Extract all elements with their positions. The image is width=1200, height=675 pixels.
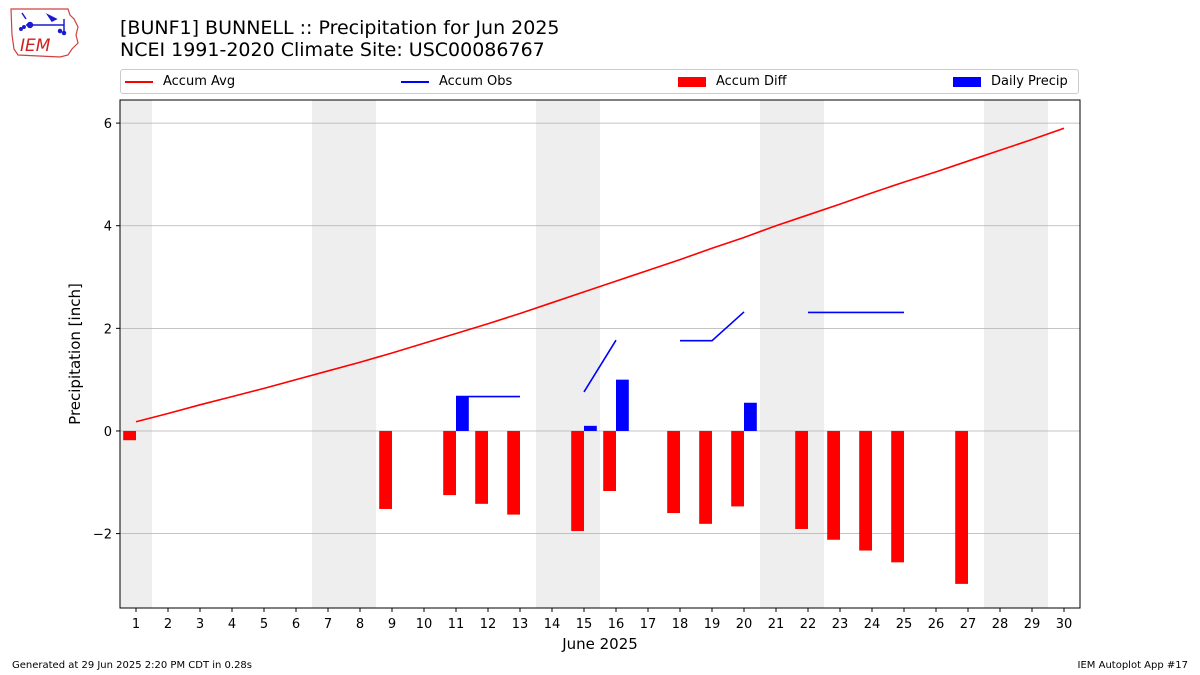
accum-diff-bar-day-19 xyxy=(699,430,712,524)
accum-diff-bar-day-18 xyxy=(667,430,680,514)
x-tick-label-27: 27 xyxy=(960,617,977,632)
y-tick-label-6: 6 xyxy=(104,117,112,132)
legend-swatch-accum-obs xyxy=(401,81,429,83)
legend-label-accum-avg: Accum Avg xyxy=(163,74,236,89)
x-tick-label-30: 30 xyxy=(1056,617,1073,632)
accum-avg-line-segment-0 xyxy=(135,127,1065,423)
weekend-band-day-8 xyxy=(344,100,376,608)
x-tick-label-22: 22 xyxy=(800,617,817,632)
accum-diff-bar-day-25 xyxy=(891,430,904,563)
x-tick-label-16: 16 xyxy=(608,617,625,632)
x-tick-label-15: 15 xyxy=(576,617,593,632)
accum-diff-bar-day-15 xyxy=(571,430,584,532)
gridlines xyxy=(120,122,1080,534)
x-tick-label-28: 28 xyxy=(992,617,1009,632)
weekend-band-day-15 xyxy=(568,100,600,608)
accum-diff-bar-day-24 xyxy=(859,430,872,551)
accum-diff-bar-day-23 xyxy=(827,430,840,540)
legend-swatch-accum-diff xyxy=(678,77,706,87)
accum-diff-bar-day-27 xyxy=(955,430,968,584)
x-tick-label-19: 19 xyxy=(704,617,721,632)
chart-legend: Accum Avg Accum Obs Accum Diff Daily Pre… xyxy=(120,69,1079,94)
lines xyxy=(135,127,1065,423)
accum-diff-bar-day-11 xyxy=(443,430,456,496)
x-tick-label-9: 9 xyxy=(388,617,396,632)
accum-diff-bar-day-20 xyxy=(731,430,744,507)
legend-swatch-accum-avg xyxy=(125,81,153,83)
plot-frame xyxy=(119,99,1081,609)
x-tick-label-3: 3 xyxy=(196,617,204,632)
x-tick-label-7: 7 xyxy=(324,617,332,632)
footer-generated: Generated at 29 Jun 2025 2:20 PM CDT in … xyxy=(12,660,253,671)
accum-diff-bar-day-1 xyxy=(123,430,136,441)
x-tick-label-21: 21 xyxy=(768,617,785,632)
x-tick-label-14: 14 xyxy=(544,617,561,632)
x-tick-label-12: 12 xyxy=(480,617,497,632)
y-tick-label-4: 4 xyxy=(104,220,112,235)
x-tick-label-20: 20 xyxy=(736,617,753,632)
x-tick-label-13: 13 xyxy=(512,617,529,632)
iem-logo-text: IEM xyxy=(20,36,51,56)
legend-swatch-daily-precip xyxy=(953,77,981,87)
x-tick-label-26: 26 xyxy=(928,617,945,632)
chart-subtitle: NCEI 1991-2020 Climate Site: USC00086767 xyxy=(120,39,545,61)
x-tick-label-29: 29 xyxy=(1024,617,1041,632)
bars xyxy=(123,379,968,584)
x-tick-label-17: 17 xyxy=(640,617,657,632)
x-axis-label: June 2025 xyxy=(561,635,638,653)
chart-title: [BUNF1] BUNNELL :: Precipitation for Jun… xyxy=(120,17,560,39)
legend-label-accum-diff: Accum Diff xyxy=(716,74,787,89)
weekend-band-day-1 xyxy=(120,100,152,608)
accum-obs-line-segment-2 xyxy=(680,311,745,342)
legend-label-daily-precip: Daily Precip xyxy=(991,74,1068,89)
footer-app: IEM Autoplot App #17 xyxy=(1077,660,1188,671)
daily-precip-bar-day-16 xyxy=(616,379,629,431)
x-tick-label-1: 1 xyxy=(132,617,140,632)
weekend-band-day-28 xyxy=(984,100,1016,608)
y-tick-label--2: −2 xyxy=(93,528,112,543)
x-tick-label-18: 18 xyxy=(672,617,689,632)
x-tick-label-23: 23 xyxy=(832,617,849,632)
x-tick-label-8: 8 xyxy=(356,617,364,632)
iem-logo: IEM xyxy=(8,5,80,59)
x-tick-label-2: 2 xyxy=(164,617,172,632)
y-tick-label-2: 2 xyxy=(104,322,112,337)
legend-label-accum-obs: Accum Obs xyxy=(439,74,513,89)
x-tick-label-6: 6 xyxy=(292,617,300,632)
x-tick-label-4: 4 xyxy=(228,617,236,632)
weekend-band-day-7 xyxy=(312,100,344,608)
weekend-band-day-21 xyxy=(760,100,792,608)
weekend-band-day-22 xyxy=(792,100,824,608)
x-tick-label-11: 11 xyxy=(448,617,465,632)
x-tick-label-25: 25 xyxy=(896,617,913,632)
x-tick-label-10: 10 xyxy=(416,617,433,632)
weekend-band-day-14 xyxy=(536,100,568,608)
x-tick-label-24: 24 xyxy=(864,617,881,632)
y-axis-label: Precipitation [inch] xyxy=(66,283,84,425)
accum-obs-line-segment-1 xyxy=(583,339,617,393)
accum-diff-bar-day-13 xyxy=(507,430,520,515)
accum-diff-bar-day-12 xyxy=(475,430,488,504)
x-tick-label-5: 5 xyxy=(260,617,268,632)
accum-diff-bar-day-22 xyxy=(795,430,808,529)
daily-precip-bar-day-15 xyxy=(584,425,597,431)
daily-precip-bar-day-20 xyxy=(744,402,757,431)
accum-diff-bar-day-9 xyxy=(379,430,392,509)
y-tick-label-0: 0 xyxy=(104,425,112,440)
accum-diff-bar-day-16 xyxy=(603,430,616,492)
weekend-shading xyxy=(120,100,1048,608)
daily-precip-bar-day-11 xyxy=(456,396,469,431)
weekend-band-day-29 xyxy=(1016,100,1048,608)
